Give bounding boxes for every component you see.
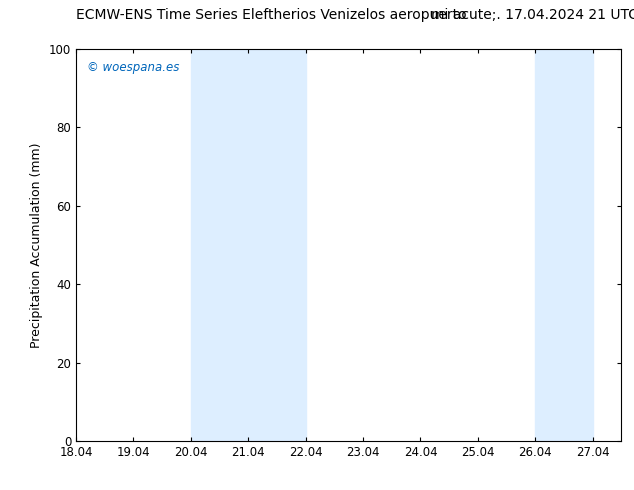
Text: ECMW-ENS Time Series Eleftherios Venizelos aeropuerto: ECMW-ENS Time Series Eleftherios Venizel… (76, 8, 467, 22)
Bar (191, 49, 306, 441)
Text: © woespana.es: © woespana.es (87, 61, 179, 74)
Text: mi acute;. 17.04.2024 21 UTC: mi acute;. 17.04.2024 21 UTC (431, 8, 634, 22)
Bar (535, 49, 593, 441)
Y-axis label: Precipitation Accumulation (mm): Precipitation Accumulation (mm) (30, 142, 43, 348)
